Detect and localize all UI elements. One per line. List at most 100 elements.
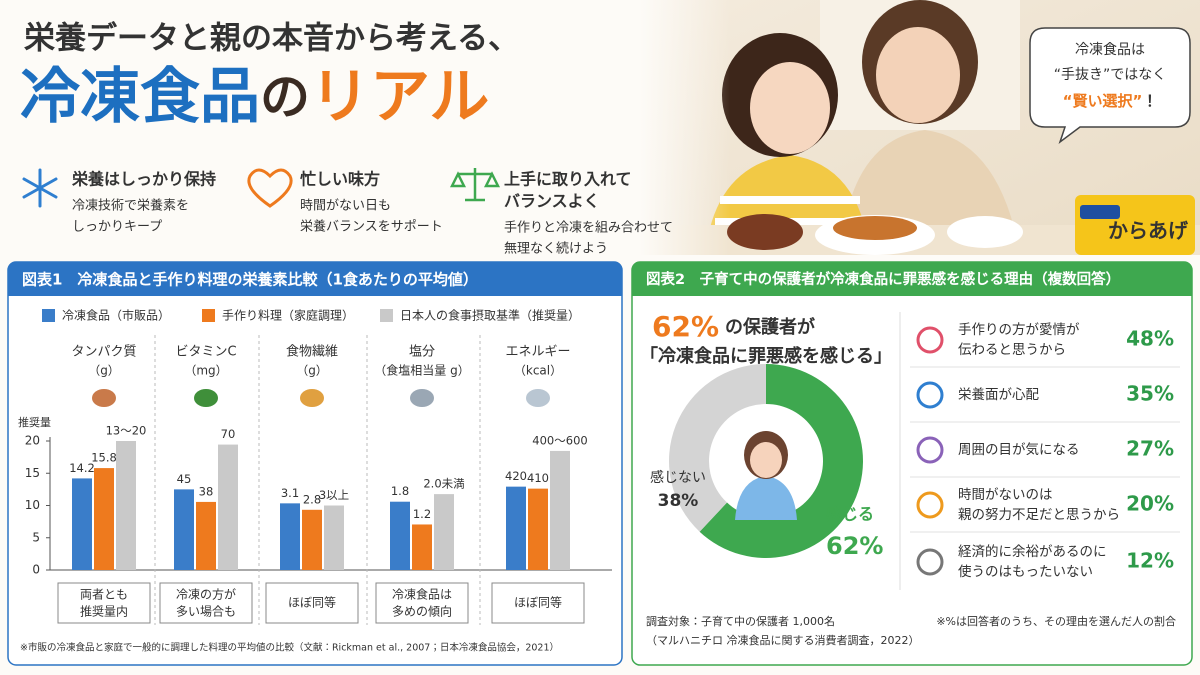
legend-swatch <box>42 309 55 322</box>
figure1-footnote: ※市販の冷凍食品と家庭で一般的に調理した料理の平均値の比較（文献：Rickman… <box>20 642 559 654</box>
value-label: 1.2 <box>413 507 431 521</box>
note-text: 多めの傾向 <box>392 604 452 619</box>
donut-value: 38% <box>658 491 699 511</box>
headline-text: の保護者が <box>725 316 815 338</box>
category-icon <box>300 389 324 407</box>
figure1-chart: 冷凍食品（市販品） 手作り料理（家庭調理） 日本人の食事摂取基準（推奨量） 推奨量 0 5… <box>18 308 612 625</box>
reason-value: 12% <box>1126 549 1174 573</box>
package-label: からあげ <box>1108 219 1189 243</box>
value-label: 1.8 <box>391 484 409 498</box>
reason-label: 周囲の目が気になる <box>958 442 1080 458</box>
value-label: 3.1 <box>281 486 299 500</box>
y-tick-label: 20 <box>25 434 40 448</box>
bubble-text: “手抜き”ではなく <box>1054 67 1167 83</box>
legend-label: 冷凍食品（市販品） <box>62 309 170 323</box>
reason-icon <box>916 326 944 354</box>
bar <box>324 505 344 570</box>
bar <box>434 494 454 570</box>
value-label: 70 <box>221 427 236 441</box>
note-text: 冷凍食品は <box>392 588 452 602</box>
category-label: 食物繊維 <box>286 344 338 360</box>
reason-label: 手作りの方が愛情が <box>958 322 1080 338</box>
category-icon <box>410 389 434 407</box>
figure1-header <box>8 262 622 296</box>
donut-label: 感じない <box>650 469 706 486</box>
bar <box>280 503 300 570</box>
value-label: 38 <box>199 484 214 498</box>
feature-body: 冷凍技術で栄養素を <box>72 198 189 214</box>
snowflake-icon <box>22 168 58 208</box>
bar <box>116 441 136 570</box>
note-box <box>159 582 253 624</box>
category-icon <box>92 389 116 407</box>
feature-body: しっかりキープ <box>72 220 162 235</box>
note-text: 多い場合も <box>176 605 236 619</box>
legend-label: 手作り料理（家庭調理） <box>222 309 354 323</box>
category-icon <box>526 389 550 407</box>
legend-swatch <box>380 309 393 322</box>
figure2-title: 図表2 子育て中の保護者が冷凍食品に罪悪感を感じる理由（複数回答） <box>646 270 1120 288</box>
y-tick-label: 15 <box>25 466 40 480</box>
bar <box>218 444 238 570</box>
category-unit: （mg） <box>184 364 227 378</box>
bar <box>550 450 570 570</box>
figure2-header <box>632 262 1192 296</box>
title: 冷凍食品のリアル <box>20 62 489 132</box>
title-part: 冷凍食品 <box>20 62 260 132</box>
donut-label: 感じる <box>826 505 874 524</box>
bubble-end: ！ <box>1142 92 1157 110</box>
bubble-text: “賢い選択”！ <box>1063 92 1158 110</box>
note-box <box>375 582 469 624</box>
bar <box>302 509 322 570</box>
legend-swatch <box>202 309 215 322</box>
value-label: 400〜600 <box>532 433 587 447</box>
y-tick-label: 5 <box>32 530 40 544</box>
note-box <box>57 582 151 624</box>
figure1-title: 図表1 冷凍食品と手作り料理の栄養素比較（1食あたりの平均値） <box>22 271 478 289</box>
note-box <box>265 582 359 624</box>
feature-title: 上手に取り入れて <box>504 170 632 189</box>
value-label: 14.2 <box>69 461 95 475</box>
category-unit: （g） <box>88 364 120 378</box>
y-axis-label: 推奨量 <box>18 415 51 429</box>
note-text: 両者とも <box>80 588 128 602</box>
reason-icon <box>916 548 944 576</box>
category-label: 塩分 <box>409 345 435 360</box>
note-box <box>491 582 585 624</box>
reason-label: 使うのはもったいない <box>958 563 1093 580</box>
reason-label: 時間がないのは <box>958 487 1053 503</box>
feature-title: 栄養はしっかり保持 <box>71 170 216 189</box>
reason-label: 伝わると思うから <box>958 342 1066 358</box>
value-label: 3以上 <box>319 488 349 502</box>
category-label: タンパク質 <box>71 344 136 360</box>
note-text: ほぼ同等 <box>288 596 336 610</box>
subtitle: 栄養データと親の本音から考える、 <box>24 21 519 57</box>
y-tick-label: 0 <box>32 563 40 577</box>
figure2-footnote: （マルハニチロ 冷凍食品に関する消費者調査，2022） <box>646 633 920 647</box>
category-unit: （食塩相当量 g） <box>374 363 469 378</box>
reason-icon <box>916 436 944 464</box>
value-label: 410 <box>527 471 549 485</box>
value-label: 13〜20 <box>106 424 147 438</box>
title-part: リアル <box>310 62 489 132</box>
bar <box>196 501 216 570</box>
donut-segment <box>668 364 766 532</box>
scale-icon <box>449 168 501 202</box>
note-text: 冷凍の方が <box>176 587 236 602</box>
donut-value: 62% <box>826 532 883 560</box>
feature-body: 無理なく続けよう <box>504 242 608 257</box>
feature-title: バランスよく <box>504 192 600 211</box>
reason-value: 20% <box>1126 492 1174 516</box>
donut-segment <box>699 364 863 558</box>
reason-label: 親の努力不足だと思うから <box>958 507 1120 523</box>
title-part: の <box>260 68 310 126</box>
bar <box>412 524 432 570</box>
bar <box>94 468 114 570</box>
feature-body: 栄養バランスをサポート <box>300 219 443 235</box>
reason-label: 経済的に余裕があるのに <box>958 544 1107 560</box>
reason-label: 栄養面が心配 <box>958 386 1039 403</box>
bar <box>174 489 194 570</box>
